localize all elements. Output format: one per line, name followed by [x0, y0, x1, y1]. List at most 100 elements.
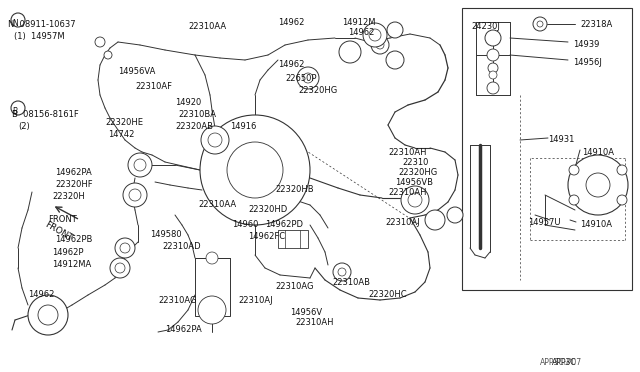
Text: 22310AF: 22310AF: [135, 82, 172, 91]
Text: 22310AA: 22310AA: [198, 200, 236, 209]
Text: 22650P: 22650P: [285, 74, 317, 83]
Circle shape: [568, 155, 628, 215]
Text: 22310: 22310: [402, 158, 428, 167]
Circle shape: [198, 296, 226, 324]
Circle shape: [408, 193, 422, 207]
Text: N: N: [12, 19, 18, 29]
Circle shape: [200, 115, 310, 225]
Text: 14956V: 14956V: [290, 308, 322, 317]
Circle shape: [208, 133, 222, 147]
Circle shape: [333, 263, 351, 281]
Text: 14916: 14916: [230, 122, 257, 131]
Text: 22310AJ: 22310AJ: [238, 296, 273, 305]
Text: 14912MA: 14912MA: [52, 260, 92, 269]
Text: 22320HC: 22320HC: [368, 290, 406, 299]
Circle shape: [425, 210, 445, 230]
Text: FRONT: FRONT: [44, 220, 74, 243]
Text: 14910A: 14910A: [582, 148, 614, 157]
Circle shape: [129, 189, 141, 201]
Circle shape: [386, 51, 404, 69]
Circle shape: [537, 21, 543, 27]
Text: 14956VB: 14956VB: [395, 178, 433, 187]
Circle shape: [123, 183, 147, 207]
Text: 14962: 14962: [348, 28, 374, 37]
Circle shape: [104, 51, 112, 59]
Text: 14962PD: 14962PD: [265, 220, 303, 229]
Circle shape: [11, 101, 25, 115]
Text: 24230J: 24230J: [471, 22, 500, 31]
Text: 14962: 14962: [278, 60, 305, 69]
Circle shape: [569, 195, 579, 205]
Text: 22310AA: 22310AA: [188, 22, 226, 31]
Text: 22310AH: 22310AH: [295, 318, 333, 327]
Text: 149580: 149580: [150, 230, 182, 239]
Circle shape: [617, 195, 627, 205]
Circle shape: [201, 126, 229, 154]
Text: 14962P: 14962P: [52, 248, 83, 257]
Text: APP3C: APP3C: [552, 358, 577, 367]
Text: 22320HG: 22320HG: [298, 86, 337, 95]
Text: 14931: 14931: [548, 135, 574, 144]
Text: (2): (2): [18, 122, 29, 131]
Circle shape: [38, 305, 58, 325]
Circle shape: [115, 263, 125, 273]
Circle shape: [303, 73, 313, 83]
Text: 14962PA: 14962PA: [55, 168, 92, 177]
Circle shape: [371, 36, 389, 54]
Circle shape: [206, 252, 218, 264]
Text: 14956J: 14956J: [573, 58, 602, 67]
Circle shape: [487, 49, 499, 61]
Circle shape: [28, 295, 68, 335]
Circle shape: [120, 243, 130, 253]
Circle shape: [586, 173, 610, 197]
Circle shape: [95, 37, 105, 47]
Text: N  08911-10637: N 08911-10637: [8, 20, 76, 29]
Circle shape: [488, 63, 498, 73]
Text: 22318A: 22318A: [580, 20, 612, 29]
Text: 22320AB: 22320AB: [175, 122, 213, 131]
Circle shape: [369, 29, 381, 41]
Text: 22320HD: 22320HD: [248, 205, 287, 214]
Text: 22320HB: 22320HB: [275, 185, 314, 194]
Bar: [462, 8, 632, 290]
Circle shape: [134, 159, 146, 171]
Text: B: B: [12, 108, 17, 116]
Text: (1)  14957M: (1) 14957M: [14, 32, 65, 41]
Text: APP3C₀P07: APP3C₀P07: [540, 358, 582, 367]
Circle shape: [376, 41, 384, 49]
Circle shape: [115, 238, 135, 258]
Text: 14910A: 14910A: [580, 220, 612, 229]
Text: 22320HG: 22320HG: [398, 168, 437, 177]
Text: 22310AG: 22310AG: [158, 296, 196, 305]
Text: 14962FC: 14962FC: [248, 232, 285, 241]
Text: B  08156-8161F: B 08156-8161F: [12, 110, 79, 119]
Text: 22310BA: 22310BA: [178, 110, 216, 119]
Circle shape: [617, 165, 627, 175]
Text: 22310AG: 22310AG: [275, 282, 314, 291]
Text: 14939: 14939: [573, 40, 600, 49]
Text: 22310AH: 22310AH: [388, 188, 426, 197]
Circle shape: [487, 82, 499, 94]
Text: 14742: 14742: [108, 130, 134, 139]
Circle shape: [569, 165, 579, 175]
Text: 22320HE: 22320HE: [105, 118, 143, 127]
Circle shape: [489, 71, 497, 79]
Circle shape: [227, 142, 283, 198]
Text: 14956VA: 14956VA: [118, 67, 156, 76]
Text: 14912M: 14912M: [342, 18, 376, 27]
Circle shape: [533, 17, 547, 31]
Circle shape: [339, 41, 361, 63]
Circle shape: [447, 207, 463, 223]
Text: 14957U: 14957U: [528, 218, 561, 227]
Circle shape: [387, 22, 403, 38]
Text: 22320H: 22320H: [52, 192, 84, 201]
Circle shape: [11, 13, 25, 27]
Text: 14962PA: 14962PA: [165, 325, 202, 334]
Circle shape: [110, 258, 130, 278]
Circle shape: [338, 268, 346, 276]
Text: 22310AD: 22310AD: [162, 242, 200, 251]
Text: 22310AJ: 22310AJ: [385, 218, 420, 227]
Circle shape: [363, 23, 387, 47]
Circle shape: [401, 186, 429, 214]
Text: 14962: 14962: [28, 290, 54, 299]
